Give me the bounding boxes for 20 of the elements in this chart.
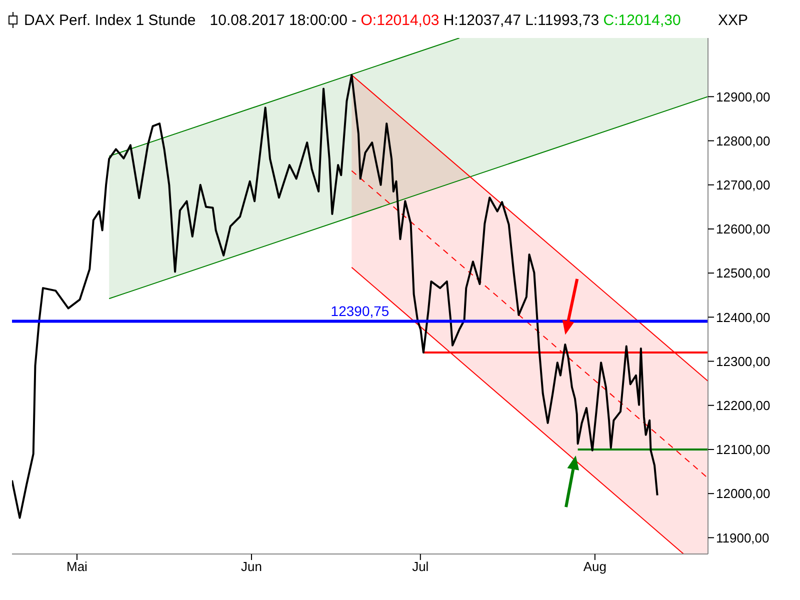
x-tick-label: Aug — [583, 559, 607, 574]
y-tick-label: 12000,00 — [716, 486, 770, 502]
y-tick-label: 12100,00 — [716, 442, 770, 458]
y-tick-label: 12500,00 — [716, 266, 770, 281]
y-tick-label: 12900,00 — [716, 89, 770, 104]
y-tick-label: 12600,00 — [716, 222, 770, 237]
y-tick-label: 12700,00 — [716, 177, 770, 192]
chart-subtitle: 10.08.2017 18:00:00 - O:12014,03 H:12037,47 L:11993,73 C:12014,30 — [210, 12, 681, 28]
ref-line-label: 12390,75 — [330, 303, 390, 320]
y-tick-label: 12200,00 — [716, 398, 770, 413]
chart-title: DAX Perf. Index 1 Stunde — [24, 12, 196, 28]
x-tick-label: Jun — [241, 559, 262, 574]
y-tick-label: 12300,00 — [716, 354, 770, 369]
x-tick-label: Jul — [412, 559, 429, 574]
y-tick-label: 12400,00 — [716, 310, 770, 325]
y-tick-label: 11900,00 — [716, 530, 770, 546]
text: XXP — [718, 12, 748, 28]
x-tick-label: Mai — [66, 559, 88, 574]
line-series — [12, 74, 658, 519]
y-tick-label: 12800,00 — [716, 133, 770, 148]
